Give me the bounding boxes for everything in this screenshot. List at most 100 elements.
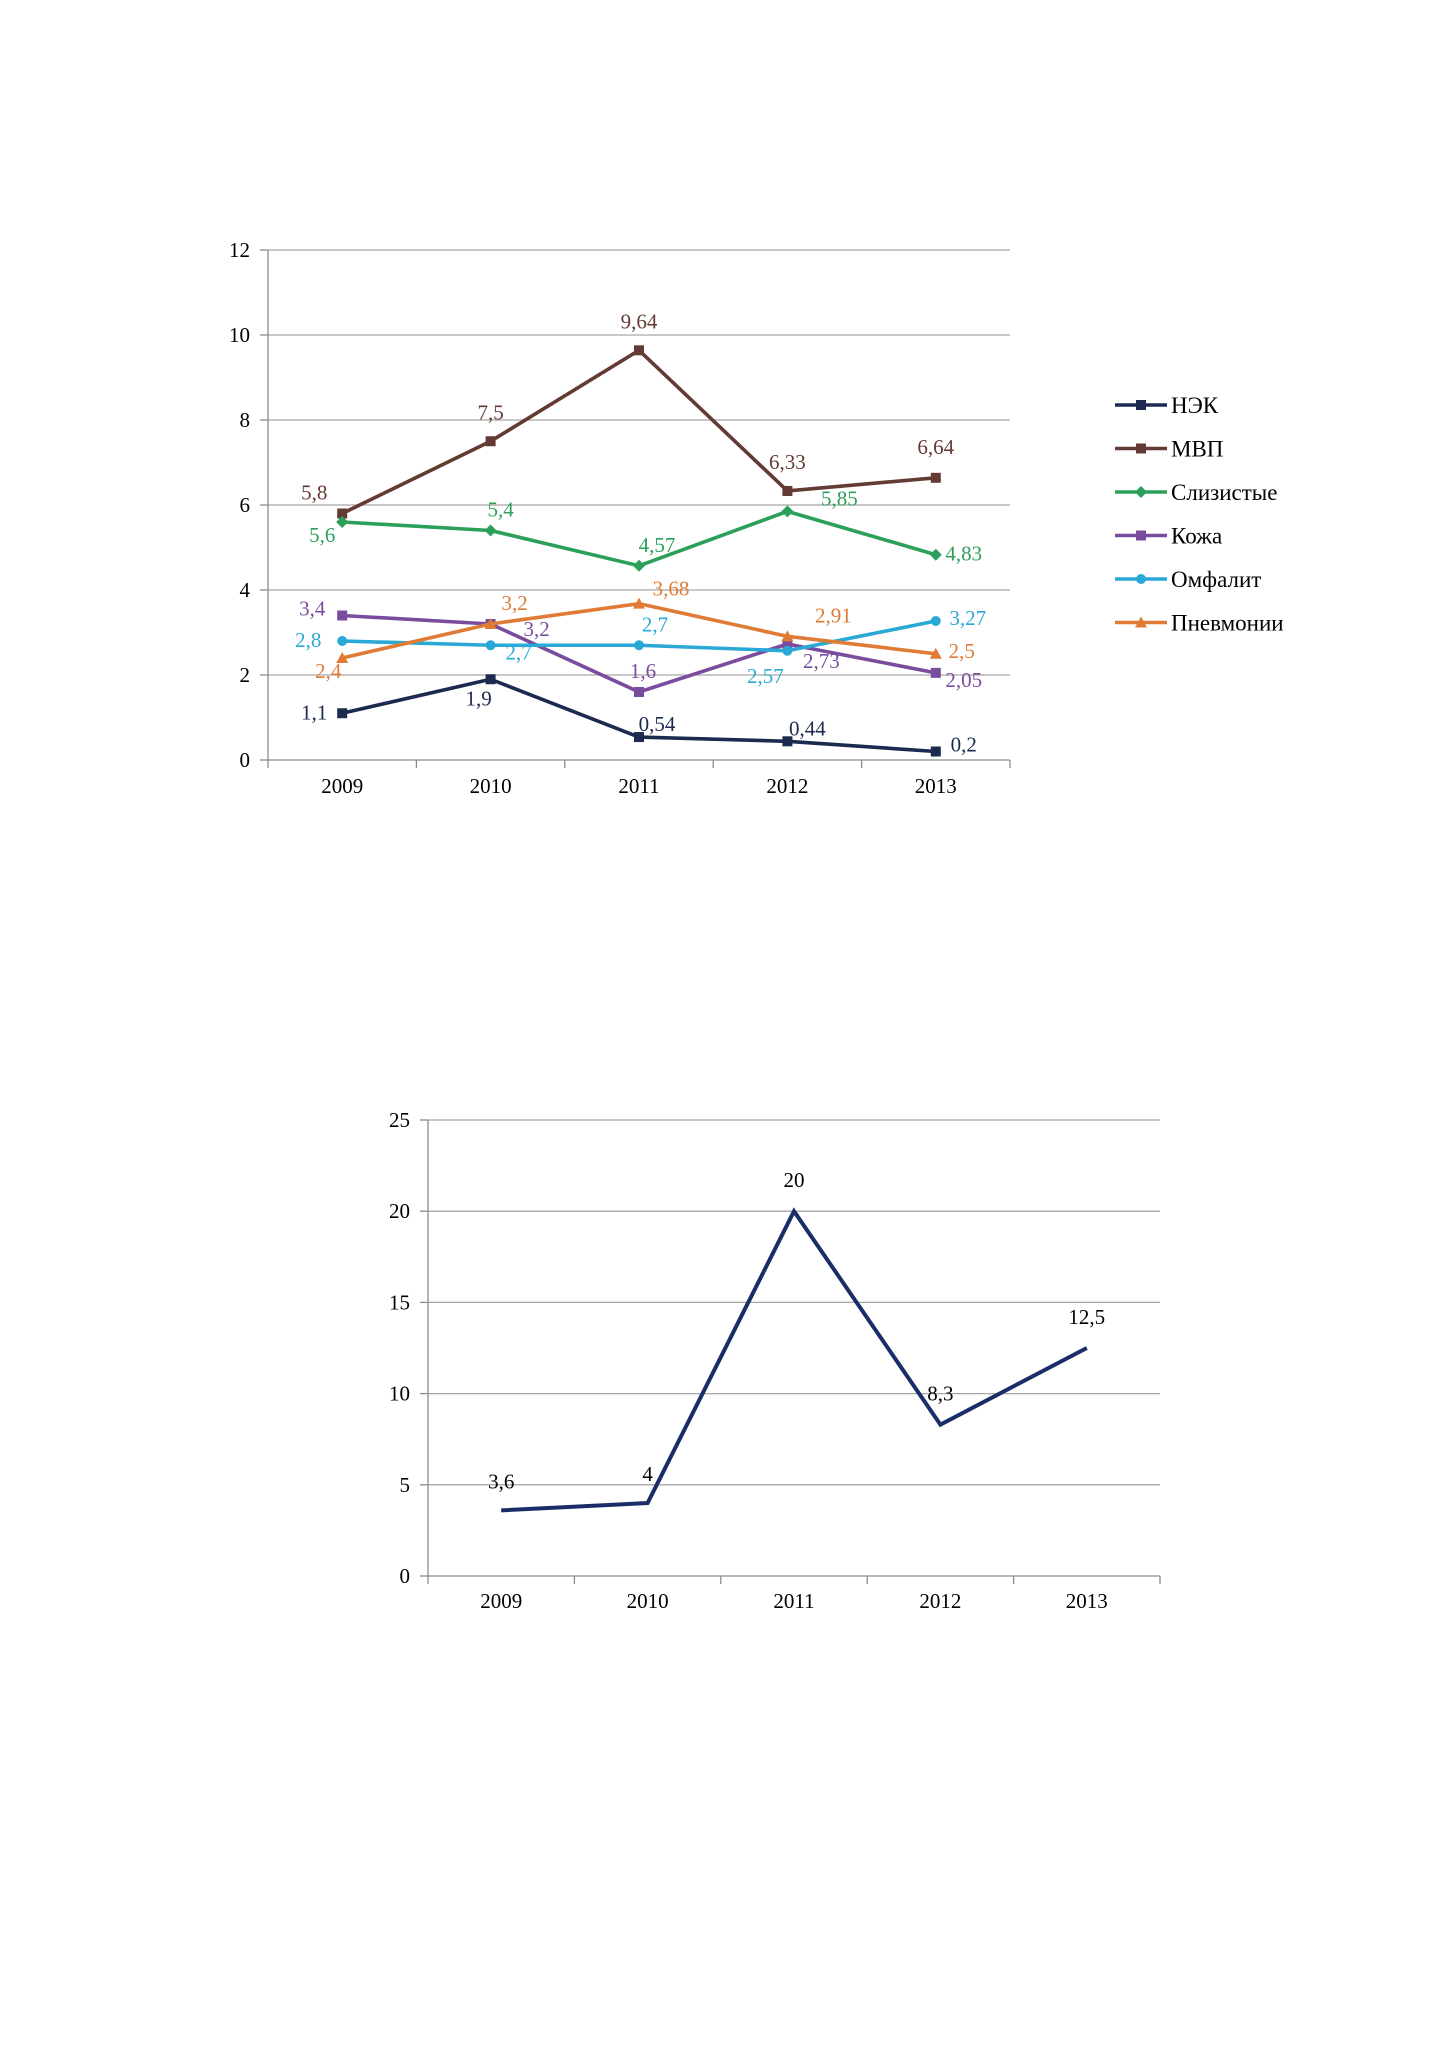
legend-swatch-marker (1135, 616, 1147, 628)
legend-label: МВП (1171, 437, 1223, 462)
data-point (336, 652, 349, 663)
series-1: 5,8 7,5 9,64 6,33 6,64 (301, 309, 955, 519)
x-tick-label: 2012 (919, 1589, 961, 1613)
data-point (337, 636, 348, 646)
data-point (634, 732, 644, 743)
data-point (336, 516, 349, 528)
series-0: 3,6 4 20 8,3 12,5 (488, 1168, 1105, 1513)
x-tick-label: 2013 (1066, 1589, 1108, 1613)
data-point (930, 616, 941, 627)
data-point (930, 667, 941, 678)
data-label: 2,05 (945, 668, 982, 692)
data-label: 5,4 (487, 498, 514, 522)
y-tick-label: 5 (400, 1473, 411, 1497)
data-label: 5,85 (821, 486, 858, 510)
data-point (634, 687, 644, 697)
data-label: 2,4 (315, 659, 342, 683)
data-point (484, 618, 497, 629)
legend-label: НЭК (1171, 393, 1219, 418)
data-label: 6,64 (917, 435, 954, 459)
y-tick-label: 25 (389, 1108, 410, 1132)
legend-swatch-marker (1136, 443, 1146, 454)
legend-item: Кожа (1115, 524, 1222, 549)
data-point (337, 508, 348, 519)
series-0: 1,1 1,9 0,54 0,44 0,2 (301, 674, 977, 757)
data-point (633, 597, 645, 609)
data-point (634, 640, 644, 651)
y-tick-label: 15 (389, 1290, 410, 1314)
data-label: 8,3 (927, 1382, 953, 1406)
legend-item: НЭК (1115, 393, 1219, 418)
data-label: 4,57 (639, 533, 676, 557)
series-3: 3,4 3,2 1,6 2,73 2,05 (299, 597, 982, 697)
legend-label: Омфалит (1171, 567, 1261, 592)
data-label: 3,68 (653, 577, 690, 601)
legend-item: МВП (1115, 437, 1223, 462)
legend-item: Омфалит (1115, 567, 1261, 592)
data-label: 5,6 (309, 523, 335, 547)
y-tick-label: 4 (240, 578, 251, 602)
data-label: 12,5 (1068, 1305, 1105, 1329)
data-point (485, 674, 496, 685)
data-point (782, 736, 793, 747)
data-point (782, 645, 793, 656)
legend-label: Слизистые (1171, 480, 1277, 505)
legend-swatch-marker (1136, 574, 1146, 584)
data-point (485, 436, 496, 447)
data-point (930, 746, 941, 757)
data-label: 2,7 (642, 612, 668, 636)
data-label: 3,2 (501, 591, 527, 615)
data-label: 9,64 (621, 309, 658, 333)
y-tick-label: 0 (240, 748, 251, 772)
data-point (782, 485, 793, 496)
data-point (930, 472, 941, 483)
data-point (781, 505, 794, 518)
y-tick-label: 20 (389, 1199, 410, 1223)
data-label: 7,5 (477, 400, 503, 424)
x-tick-label: 2011 (773, 1589, 814, 1613)
data-label: 1,1 (301, 700, 327, 724)
data-label: 2,8 (295, 628, 321, 652)
data-label: 5,8 (301, 481, 327, 505)
y-tick-label: 10 (229, 323, 250, 347)
legend-item: Слизистые (1115, 480, 1277, 505)
data-point (633, 559, 645, 572)
data-point (337, 708, 348, 719)
x-tick-label: 2011 (618, 774, 659, 798)
data-label: 2,73 (803, 649, 840, 673)
chart-infections-by-type: 0 2 4 6 8 10 12 2009 2010 2011 2012 2013 1,1 1,9 0,54 0… (229, 238, 1284, 798)
data-label: 2,57 (747, 664, 784, 688)
data-label: 4,83 (945, 542, 982, 566)
data-label: 4 (642, 1462, 653, 1486)
x-tick-label: 2009 (321, 774, 363, 798)
legend-label: Пневмонии (1171, 611, 1284, 636)
y-tick-label: 10 (389, 1382, 410, 1406)
data-label: 1,6 (630, 659, 656, 683)
data-label: 3,6 (488, 1469, 514, 1493)
x-tick-label: 2013 (915, 774, 957, 798)
series-2: 5,6 5,4 4,57 5,85 4,83 (309, 486, 982, 572)
data-label: 3,2 (523, 617, 549, 641)
data-point (782, 638, 793, 649)
data-point (485, 640, 496, 651)
data-label: 1,9 (465, 686, 491, 710)
data-label: 3,27 (949, 606, 986, 630)
data-label: 3,4 (299, 597, 326, 621)
y-tick-label: 0 (400, 1564, 411, 1588)
data-label: 2,91 (815, 603, 852, 627)
x-tick-label: 2010 (470, 774, 512, 798)
data-point (929, 647, 942, 659)
y-tick-label: 2 (240, 663, 251, 687)
y-tick-label: 6 (240, 493, 251, 517)
data-point (634, 345, 644, 356)
y-tick-label: 12 (229, 238, 250, 262)
data-label: 0,54 (639, 712, 676, 736)
data-point (484, 524, 497, 537)
data-point (929, 548, 942, 561)
y-tick-label: 8 (240, 408, 251, 432)
data-label: 0,44 (789, 716, 826, 740)
x-tick-label: 2012 (766, 774, 808, 798)
data-label: 2,7 (505, 640, 531, 664)
data-point (781, 630, 794, 642)
